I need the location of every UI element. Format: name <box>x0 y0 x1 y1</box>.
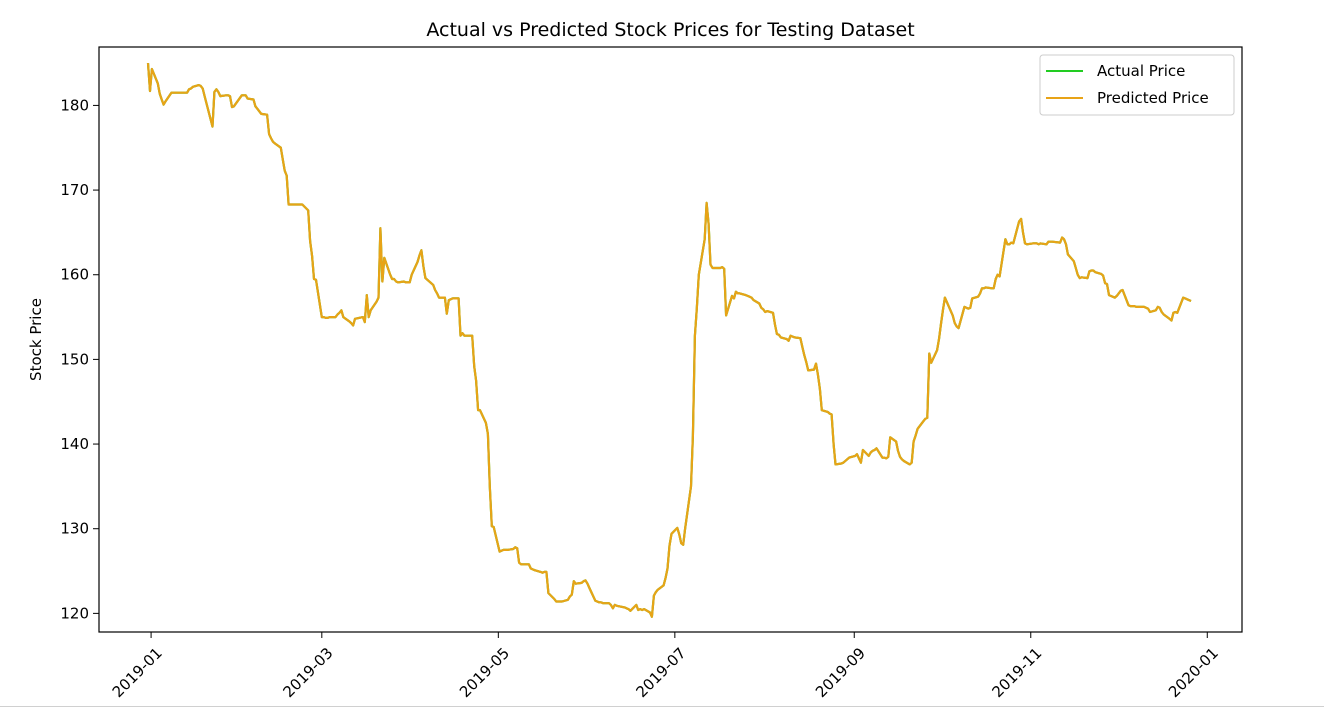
y-tick-label: 120 <box>60 604 89 622</box>
legend-label-actual: Actual Price <box>1097 62 1185 80</box>
x-tick-label: 2019-07 <box>633 644 690 701</box>
plot-area <box>146 63 1192 618</box>
x-tick-label: 2019-01 <box>109 644 166 701</box>
series-line-predicted <box>146 63 1192 618</box>
x-axis: 2019-01 2019-03 2019-05 2019-07 2019-09 2019-… <box>109 632 1222 701</box>
legend-label-predicted: Predicted Price <box>1097 89 1209 107</box>
y-tick-label: 140 <box>60 435 89 453</box>
y-axis: 120 130 140 150 160 170 180 <box>60 96 99 622</box>
chart-title: Actual vs Predicted Stock Prices for Tes… <box>426 19 914 41</box>
x-tick-label: 2019-09 <box>812 644 869 701</box>
x-tick-label: 2019-11 <box>988 644 1045 701</box>
y-tick-label: 170 <box>60 181 89 199</box>
series-line-actual <box>146 63 1192 618</box>
legend-box <box>1039 54 1235 116</box>
y-axis-label: Stock Price <box>27 298 45 381</box>
plot-frame <box>98 46 1243 633</box>
y-tick-label: 160 <box>60 266 89 284</box>
bottom-divider <box>0 706 1324 707</box>
y-tick-label: 150 <box>60 350 89 368</box>
x-tick-label: 2019-05 <box>456 644 513 701</box>
legend: Actual Price Predicted Price <box>1039 54 1235 116</box>
x-tick-label: 2019-03 <box>280 644 337 701</box>
x-tick-label: 2020-01 <box>1165 644 1222 701</box>
y-tick-label: 130 <box>60 520 89 538</box>
y-tick-label: 180 <box>60 96 89 114</box>
